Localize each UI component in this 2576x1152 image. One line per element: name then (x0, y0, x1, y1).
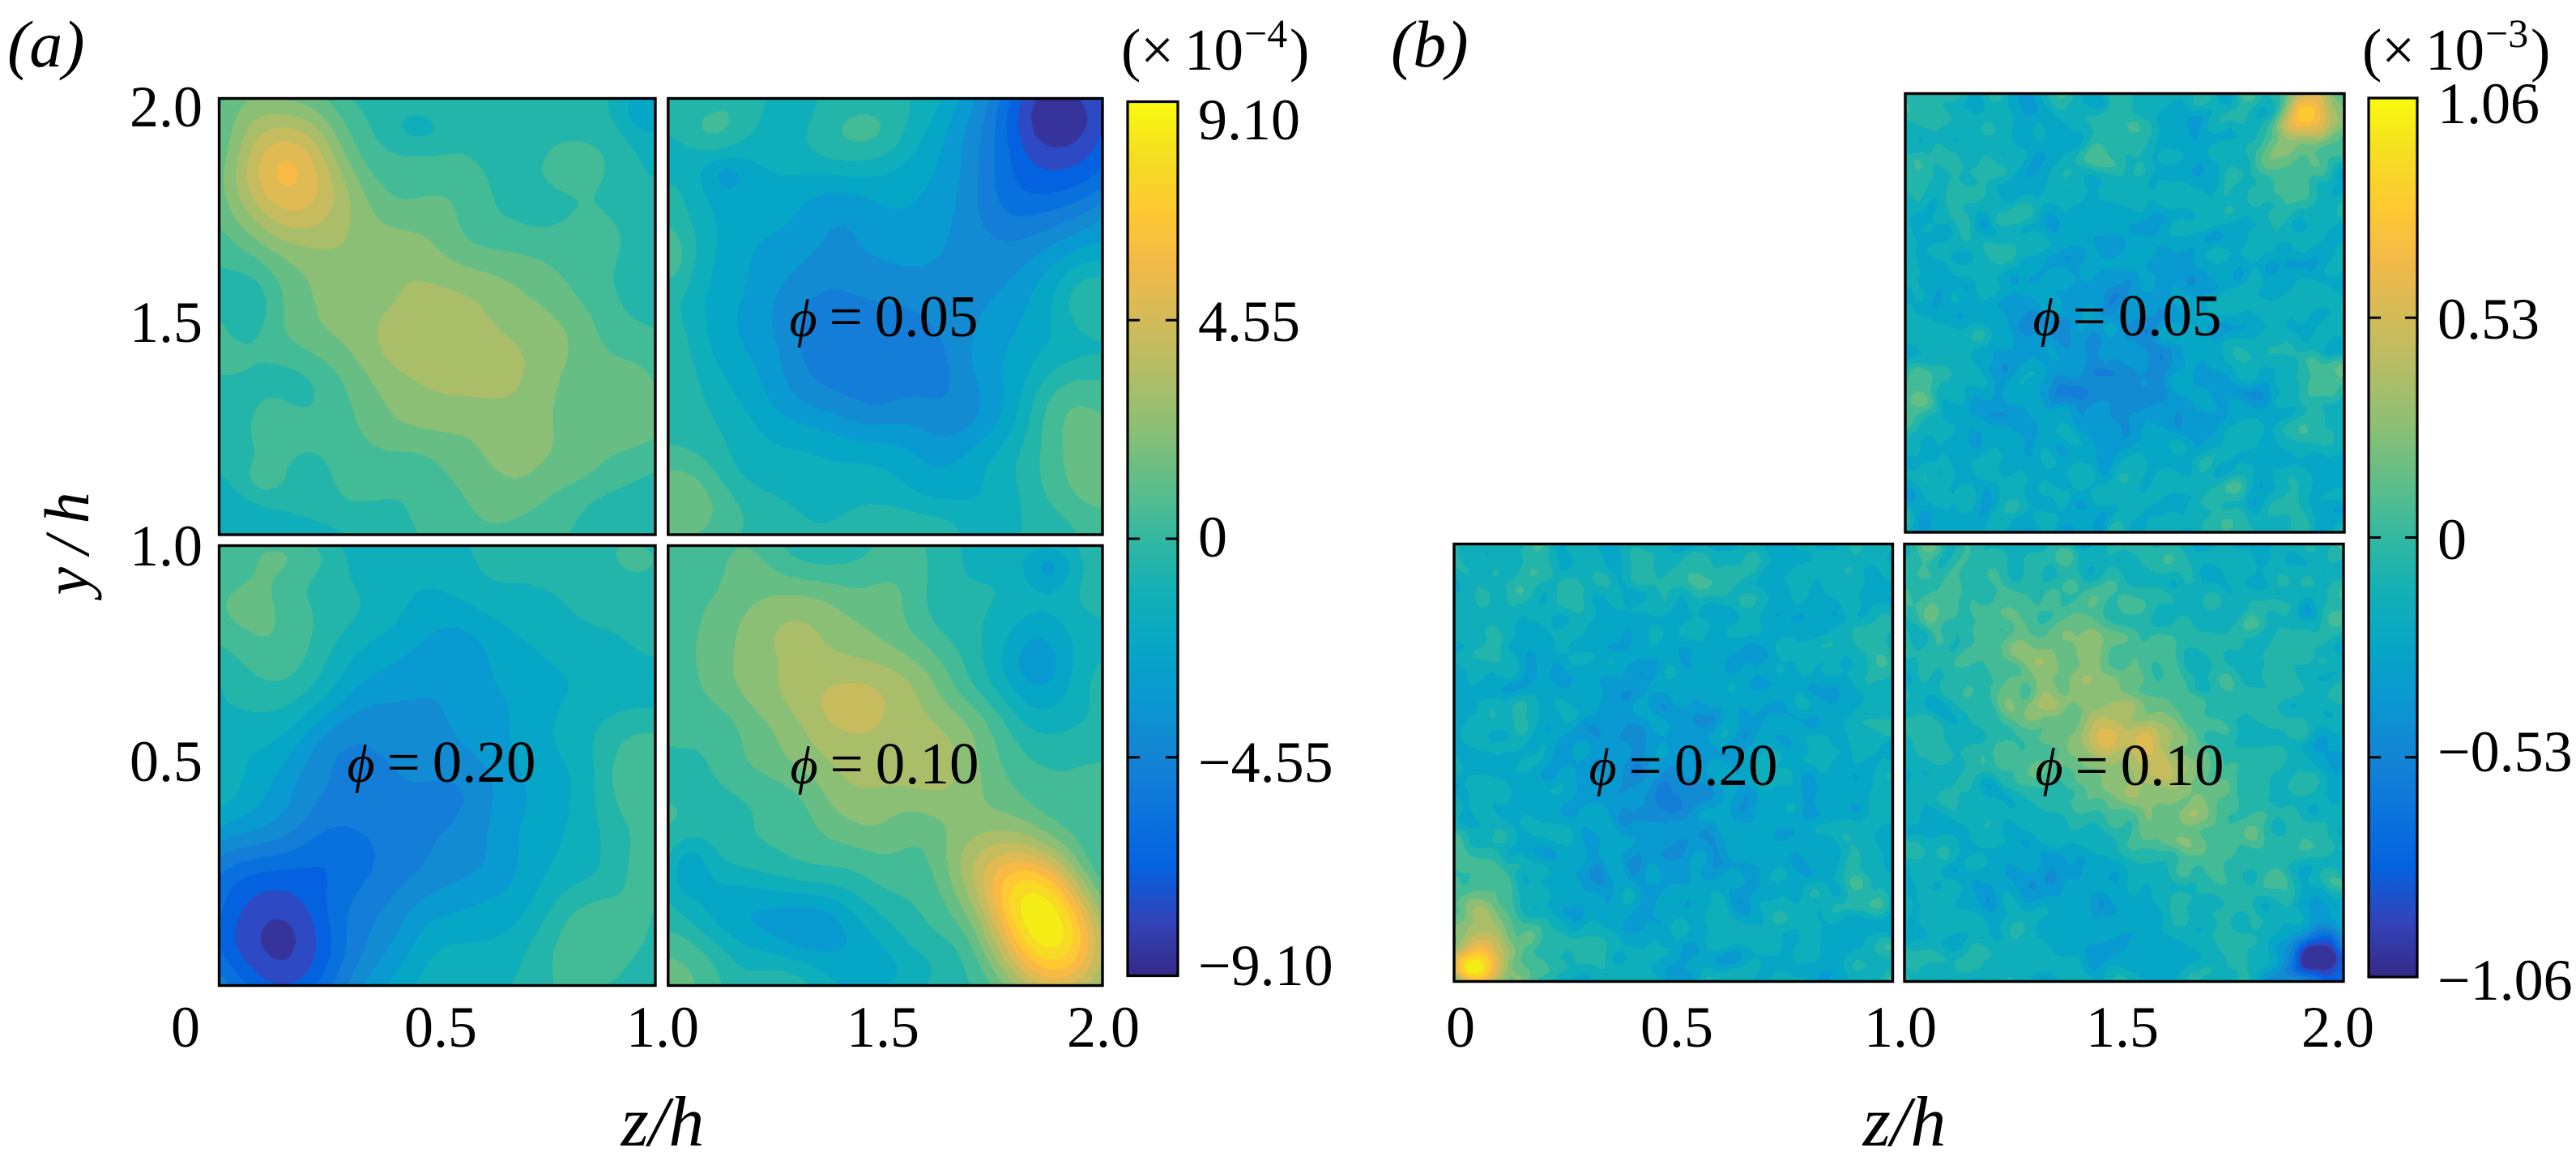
svg-text:y/h: y/h (32, 479, 102, 600)
svg-text:1.5: 1.5 (2086, 995, 2159, 1060)
svg-text:0: 0 (171, 995, 200, 1060)
svg-text:2.0: 2.0 (130, 75, 203, 139)
svg-text:1.0: 1.0 (626, 995, 699, 1060)
svg-text:z/h: z/h (621, 1083, 705, 1148)
svg-text:ϕ=0.20: ϕ = 0.20 (347, 729, 535, 795)
svg-text:ϕ=0.10: ϕ = 0.10 (790, 731, 979, 796)
svg-text:0.5: 0.5 (404, 995, 477, 1060)
svg-text:−0.53: −0.53 (2437, 719, 2573, 784)
svg-text:ϕ=0.20: ϕ = 0.20 (1589, 732, 1777, 798)
svg-text:(×10−3): (× 10−3) (2362, 11, 2550, 83)
svg-text:z/h: z/h (1862, 1083, 1947, 1148)
svg-text:0: 0 (1198, 505, 1227, 570)
svg-text:ϕ=0.10: ϕ = 0.10 (2035, 732, 2224, 798)
svg-text:1.5: 1.5 (130, 290, 203, 355)
svg-text:1.06: 1.06 (2437, 71, 2540, 136)
svg-text:4.55: 4.55 (1198, 289, 1300, 354)
svg-text:−1.06: −1.06 (2437, 948, 2573, 1013)
svg-text:2.0: 2.0 (2301, 995, 2374, 1060)
svg-text:9.10: 9.10 (1198, 87, 1300, 152)
svg-text:2.0: 2.0 (1067, 995, 1140, 1060)
svg-text:0.5: 0.5 (130, 729, 203, 794)
svg-text:1.5: 1.5 (847, 995, 919, 1060)
svg-text:ϕ=0.05: ϕ = 0.05 (789, 284, 978, 349)
svg-text:(b): (b) (1391, 7, 1469, 81)
svg-text:ϕ=0.05: ϕ = 0.05 (2032, 283, 2221, 348)
svg-text:(×10−4): (× 10−4) (1121, 11, 1309, 83)
svg-text:−9.10: −9.10 (1198, 933, 1333, 998)
svg-text:1.0: 1.0 (130, 514, 203, 578)
svg-text:1.0: 1.0 (1864, 995, 1937, 1060)
svg-text:0.5: 0.5 (1640, 995, 1713, 1060)
svg-text:0: 0 (2437, 507, 2467, 572)
svg-text:0: 0 (1446, 995, 1475, 1060)
svg-text:−4.55: −4.55 (1198, 730, 1333, 795)
svg-text:(a): (a) (7, 7, 85, 81)
svg-text:0.53: 0.53 (2437, 287, 2540, 352)
